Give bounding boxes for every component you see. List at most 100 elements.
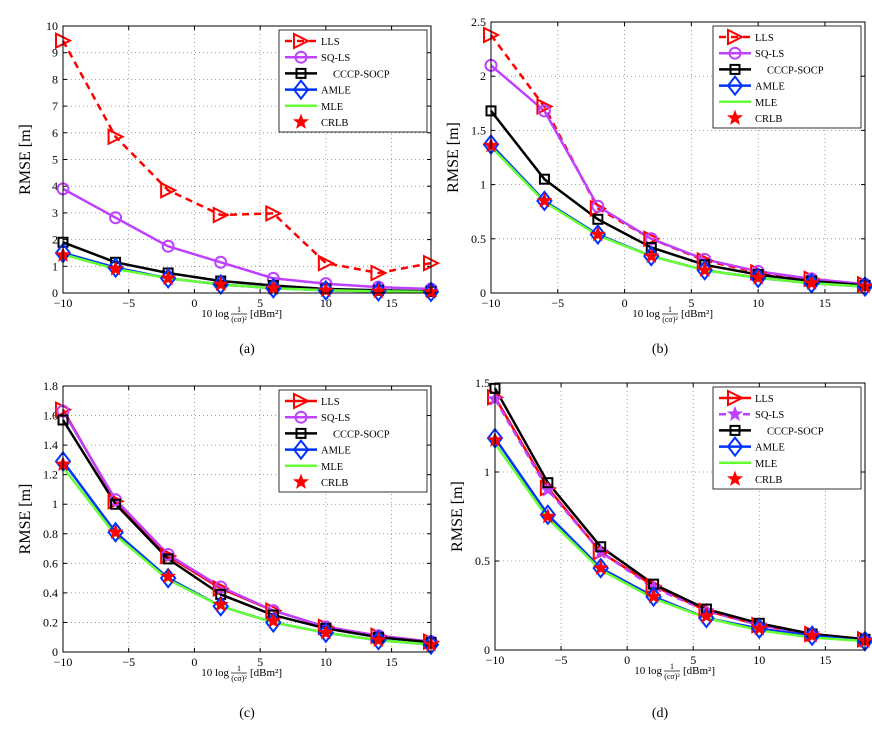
y-tick-label: 1.8 [43, 379, 58, 393]
y-tick-label: 1.5 [471, 123, 486, 137]
y-tick-label: 0 [52, 645, 58, 659]
y-tick-label: 1 [52, 259, 58, 273]
y-tick-label: 0.6 [43, 556, 58, 570]
y-axis-label: RMSE [m] [17, 484, 34, 555]
x-tick-label: 0 [624, 653, 630, 667]
y-tick-label: 0.8 [43, 527, 58, 541]
y-axis-label: RMSE [m] [17, 124, 34, 195]
data-point-crlb [212, 276, 229, 292]
y-tick-label: 0 [484, 643, 490, 657]
legend: LLS SQ-LS CCCP-SOCP AMLE MLE CRLB [712, 25, 862, 129]
x-tick-label: −5 [555, 653, 568, 667]
x-axis-label-formula: 10 log [634, 665, 662, 677]
y-axis-label: RMSE [m] [449, 481, 466, 552]
x-tick-label: 10 [320, 655, 332, 669]
legend-marker-amle [292, 438, 310, 461]
y-tick-label: 2 [480, 69, 486, 83]
legend-marker-crlb [292, 113, 310, 129]
x-tick-label: 10 [753, 653, 765, 667]
legend-label-cccp-socp: CCCP-SOCP [767, 65, 824, 76]
legend-marker-amle [726, 74, 744, 97]
x-axis-label-formula: 10 log [201, 308, 229, 320]
legend-marker-cccp-socp [729, 63, 741, 75]
legend-label-crlb: CRLB [321, 478, 348, 489]
series-line-cccp-socp [493, 387, 866, 641]
data-point-crlb [370, 631, 387, 647]
data-point-sq-ls [644, 232, 658, 246]
y-tick-label: 4 [52, 179, 58, 193]
data-point-sq-ls [537, 104, 551, 118]
series-line-sq-ls [493, 398, 866, 641]
legend-marker-crlb [726, 109, 744, 125]
legend: LLS SQ-LS CCCP-SOCP AMLE MLE CRLB [712, 386, 862, 490]
series-group [486, 382, 872, 652]
legend-marker-lls [293, 32, 311, 50]
legend-label-sq-ls: SQ-LS [321, 413, 350, 424]
y-tick-label: 1 [52, 497, 58, 511]
data-point-cccp-socp [110, 498, 122, 510]
series-line-mle [490, 145, 866, 288]
data-point-lls [160, 181, 178, 199]
data-point-amle [803, 625, 821, 647]
legend-label-sq-ls: SQ-LS [755, 410, 784, 421]
data-point-cccp-socp [542, 477, 554, 489]
data-point-amle [539, 504, 557, 526]
x-tick-label: 15 [386, 655, 398, 669]
data-point-crlb [750, 269, 767, 285]
y-tick-label: 0.5 [471, 232, 486, 246]
y-tick-label: 2 [52, 233, 58, 247]
data-point-cccp-socp [538, 173, 550, 185]
x-tick-label: 5 [690, 653, 696, 667]
legend-marker-lls [727, 28, 745, 46]
legend-marker-sq-ls [294, 410, 308, 424]
data-point-amle [159, 267, 177, 289]
data-point-amle [107, 521, 124, 543]
x-tick-label: 0 [622, 296, 628, 310]
y-tick-label: 8 [52, 72, 58, 86]
x-tick-label: −10 [486, 653, 505, 667]
legend-label-crlb: CRLB [755, 475, 782, 486]
series-line-lls [61, 40, 432, 275]
x-tick-label: 10 [752, 296, 764, 310]
x-tick-label: 5 [257, 655, 263, 669]
legend-marker-sq-ls [728, 46, 742, 60]
data-point-amle [751, 618, 768, 640]
data-point-crlb [645, 588, 662, 604]
y-tick-label: 6 [52, 126, 58, 140]
legend-label-amle: AMLE [321, 446, 351, 457]
legend-label-sq-ls: SQ-LS [755, 49, 784, 60]
y-tick-label: 1.6 [43, 409, 58, 423]
legend-marker-sq-ls [294, 50, 308, 64]
legend-box [712, 386, 862, 490]
series-line-cccp-socp [490, 110, 866, 287]
data-point-amle [422, 281, 440, 303]
data-point-amle [749, 267, 767, 289]
data-point-cccp-socp [592, 213, 604, 225]
data-point-sq-ls [214, 255, 228, 269]
y-tick-label: 9 [52, 46, 58, 60]
axes-box [490, 21, 866, 294]
legend-label-lls: LLS [755, 33, 774, 44]
series-line-sq-ls [490, 64, 866, 286]
x-tick-label: −5 [122, 296, 135, 310]
x-axis-label-denominator: (cσ)² [231, 674, 247, 683]
y-tick-label: 0.4 [43, 586, 58, 600]
data-point-cccp-socp [162, 553, 174, 565]
x-axis-label-unit: [dBm²] [250, 667, 282, 679]
data-point-amle [370, 280, 387, 303]
y-tick-label: 1.2 [43, 468, 58, 482]
x-tick-label: −10 [482, 296, 501, 310]
legend-marker-crlb [726, 470, 744, 486]
y-tick-label: 1 [484, 465, 490, 479]
legend-marker-sq-ls [726, 405, 744, 422]
legend-label-cccp-socp: CCCP-SOCP [767, 426, 824, 437]
series-group [54, 32, 441, 303]
legend-marker-cccp-socp [295, 67, 307, 79]
y-tick-label: 0.5 [475, 554, 490, 568]
y-axis-label: RMSE [m] [445, 122, 462, 193]
y-tick-label: 1.5 [475, 376, 490, 390]
data-point-crlb [212, 596, 229, 612]
series-line-mle [62, 253, 432, 294]
panel-caption: (b) [652, 342, 669, 357]
x-axis-label-numerator: 1 [670, 662, 674, 671]
